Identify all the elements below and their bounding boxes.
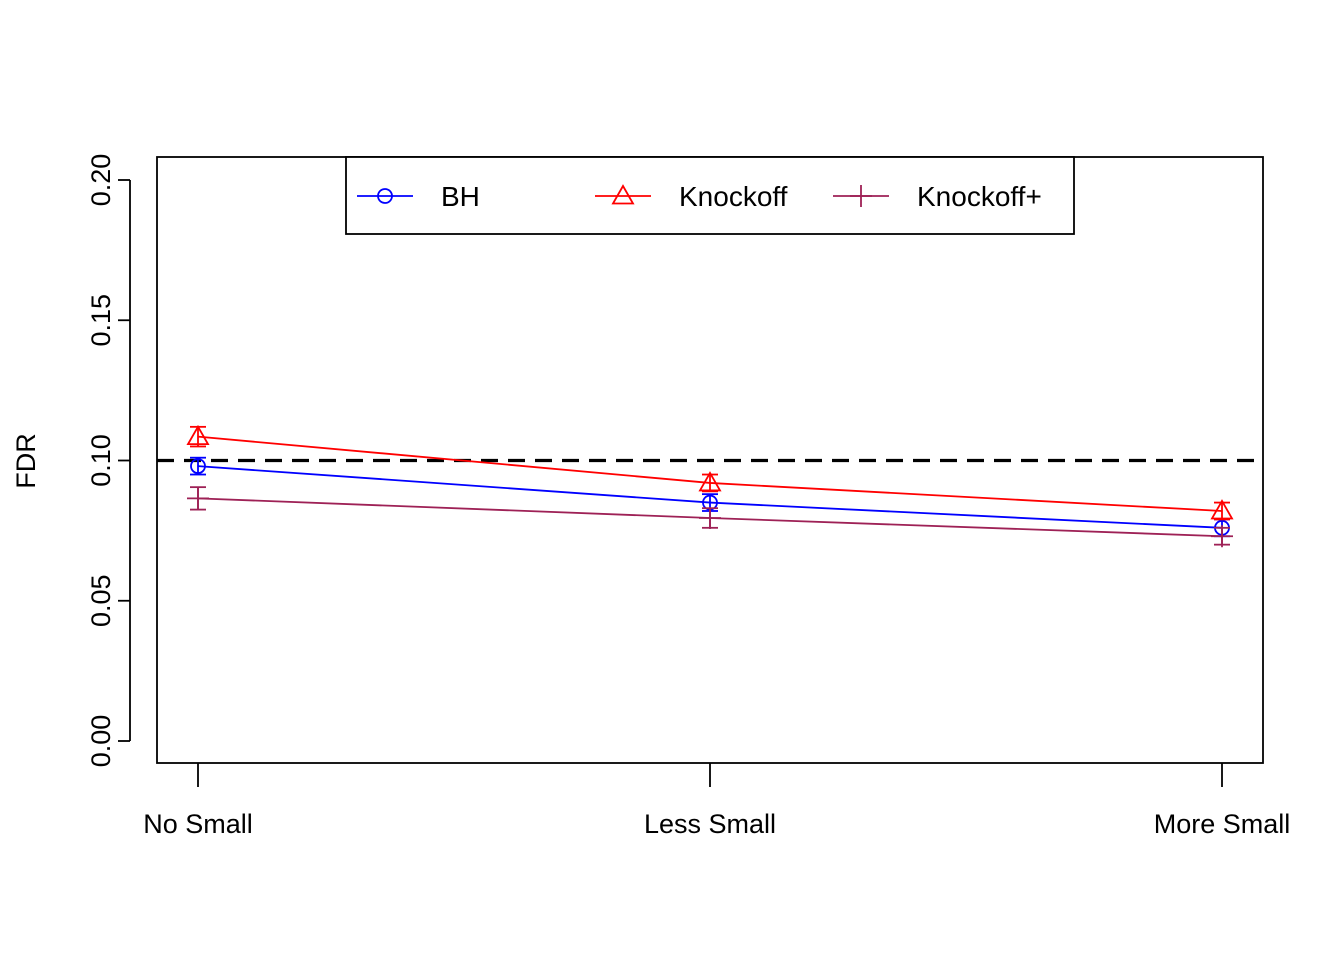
x-tick-label: More Small <box>1154 809 1291 839</box>
legend-entry: Knockoff <box>595 181 788 212</box>
y-tick-label: 0.20 <box>86 154 116 207</box>
legend-marker <box>850 185 872 207</box>
y-axis: 0.00 0.05 0.10 0.15 0.20 <box>86 154 131 768</box>
legend-marker <box>611 184 635 205</box>
y-tick-label: 0.15 <box>86 294 116 347</box>
x-axis: No Small Less Small More Small <box>143 763 1290 839</box>
series-knockoff <box>186 424 1234 521</box>
data-point <box>699 507 721 530</box>
x-tick-label: No Small <box>143 809 253 839</box>
y-tick-label: 0.10 <box>86 434 116 487</box>
legend-label: BH <box>441 181 480 212</box>
legend-marker <box>377 188 393 204</box>
series-layer <box>186 424 1234 548</box>
data-point <box>1210 499 1234 520</box>
data-point <box>1211 525 1233 548</box>
y-tick-label: 0.00 <box>86 715 116 768</box>
data-point <box>186 424 210 446</box>
legend: BH Knockoff Knockoff+ <box>345 156 1075 235</box>
data-point <box>187 487 209 510</box>
y-axis-title: FDR <box>11 433 41 489</box>
data-point <box>190 458 206 475</box>
legend-label: Knockoff+ <box>917 181 1042 212</box>
legend-box <box>345 156 1075 235</box>
legend-label: Knockoff <box>679 181 788 212</box>
y-tick-label: 0.05 <box>86 574 116 627</box>
data-point <box>698 471 722 492</box>
series-knockoff-plus <box>187 486 1233 548</box>
legend-entry: BH <box>357 181 480 212</box>
legend-entry: Knockoff+ <box>833 181 1042 212</box>
x-tick-label: Less Small <box>644 809 776 839</box>
